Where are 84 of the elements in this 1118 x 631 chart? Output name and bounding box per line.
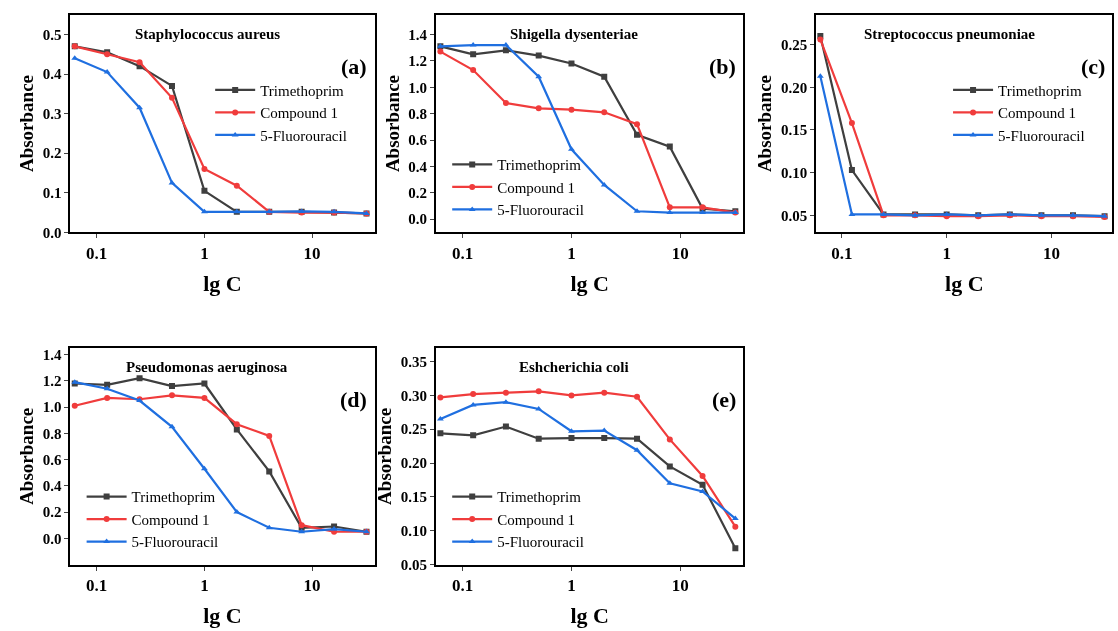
y-tick-label: 0.4 (42, 66, 62, 83)
x-axis-title: lg C (570, 271, 609, 297)
x-tick-label: 10 (671, 575, 689, 595)
x-tick-label: 1 (567, 575, 576, 595)
annotation: (d) (340, 387, 367, 412)
y-tick-label: 0.6 (408, 132, 428, 149)
legend-label: 5-Fluorouracil (497, 202, 584, 219)
y-tick-label: 0.4 (408, 158, 428, 175)
x-tick-label: 10 (671, 243, 689, 263)
legend-label: Trimethoprim (497, 157, 582, 174)
y-tick-label: 0.25 (780, 36, 808, 53)
legend-label: Trimethoprim (998, 82, 1082, 99)
x-tick-label: 1 (200, 575, 209, 595)
y-tick-label: 0.4 (42, 478, 62, 495)
y-tick-label: 0.15 (400, 489, 428, 506)
x-tick-label: 0.1 (86, 575, 108, 595)
x-tick-label: 10 (1043, 243, 1061, 263)
y-tick-label: 0.5 (42, 26, 62, 43)
y-tick-label: 1.4 (408, 26, 428, 43)
x-tick-label: 0.1 (451, 575, 474, 595)
y-tick-label: 0.10 (780, 164, 808, 181)
y-tick-label: 0.1 (42, 185, 62, 202)
legend-label: Compound 1 (131, 511, 210, 528)
x-tick-label: 10 (303, 243, 321, 263)
y-tick-label: 0.35 (400, 353, 428, 370)
y-tick-label: 0.30 (400, 387, 428, 404)
legend-label: Trimethoprim (497, 489, 582, 506)
y-tick-label: 0.0 (42, 224, 62, 241)
x-axis-title: lg C (203, 271, 242, 297)
y-tick-label: 0.20 (780, 79, 808, 96)
y-tick-label: 1.2 (408, 53, 428, 70)
annotation: (a) (341, 54, 367, 79)
y-tick-label: 0.8 (42, 425, 62, 442)
legend-label: 5-Fluorouracil (998, 127, 1085, 144)
x-tick-label: 1 (200, 243, 209, 263)
legend-label: Trimethoprim (260, 82, 345, 99)
y-axis-title: Absorbance (381, 74, 403, 173)
y-tick-label: 0.3 (42, 105, 62, 122)
y-tick-label: 0.8 (408, 105, 428, 122)
annotation: (b) (709, 54, 736, 79)
y-tick-label: 0.2 (42, 145, 62, 162)
text: Pseudomonas aeruginosa (126, 359, 288, 375)
y-tick-label: 0.15 (780, 122, 808, 139)
annotation: (c) (1081, 54, 1106, 79)
legend-label: 5-Fluorouracil (260, 127, 347, 144)
x-tick-label: 1 (567, 243, 576, 263)
y-tick-label: 1.0 (42, 399, 62, 416)
y-tick-label: 1.0 (408, 79, 428, 96)
y-axis-title: Absorbance (374, 407, 396, 505)
x-axis-title: lg C (945, 271, 984, 297)
y-tick-label: 0.10 (400, 522, 428, 539)
y-tick-label: 0.05 (400, 556, 428, 573)
annotation: (e) (712, 387, 737, 412)
x-tick-label: 10 (303, 575, 321, 595)
legend-label: Compound 1 (998, 105, 1076, 122)
x-axis-title: lg C (203, 603, 242, 629)
y-tick-label: 0.20 (400, 455, 428, 472)
text: Staphylococcus aureus (135, 26, 281, 42)
legend-label: 5-Fluorouracil (131, 534, 219, 551)
y-tick-label: 0.2 (42, 504, 62, 521)
legend-label: Compound 1 (497, 511, 576, 528)
y-tick-label: 0.6 (42, 451, 62, 468)
y-tick-label: 0.2 (408, 185, 428, 202)
x-tick-label: 1 (942, 243, 951, 263)
y-tick-label: 0.25 (400, 421, 428, 438)
y-tick-label: 0.0 (42, 530, 62, 547)
x-tick-label: 0.1 (831, 243, 853, 263)
x-axis-title: lg C (570, 603, 609, 629)
y-tick-label: 1.4 (42, 346, 62, 363)
legend-label: Compound 1 (497, 179, 576, 196)
text: Shigella dysenteriae (510, 26, 639, 42)
y-tick-label: 1.2 (42, 373, 62, 390)
legend-label: Compound 1 (260, 105, 339, 122)
y-axis-title: Absorbance (754, 74, 776, 173)
x-tick-label: 0.1 (86, 243, 108, 263)
y-axis-title: Absorbance (16, 407, 38, 505)
x-tick-label: 0.1 (451, 243, 474, 263)
text: Eshcherichia coli (519, 359, 629, 375)
y-tick-label: 0.0 (408, 211, 428, 228)
legend-label: Trimethoprim (131, 489, 216, 506)
y-axis-title: Absorbance (16, 74, 38, 173)
legend-label: 5-Fluorouracil (497, 534, 584, 551)
y-tick-label: 0.05 (780, 207, 808, 224)
text: Streptococcus pneumoniae (864, 26, 1036, 42)
